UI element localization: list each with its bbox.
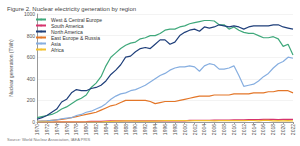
svg-text:2016: 2016 [260, 124, 266, 135]
svg-text:0: 0 [32, 119, 35, 125]
svg-text:1984: 1984 [103, 124, 109, 135]
svg-text:2002: 2002 [192, 124, 198, 135]
svg-text:400: 400 [27, 76, 36, 82]
svg-text:1982: 1982 [93, 124, 99, 135]
svg-text:1980: 1980 [83, 124, 89, 135]
svg-text:800: 800 [27, 33, 36, 39]
svg-text:600: 600 [27, 54, 36, 60]
svg-text:1992: 1992 [142, 124, 148, 135]
svg-text:1998: 1998 [172, 124, 178, 135]
svg-text:Nuclear generation (TWh): Nuclear generation (TWh) [8, 39, 14, 97]
svg-text:West & Central Europe: West & Central Europe [51, 16, 102, 23]
svg-text:2014: 2014 [251, 124, 257, 135]
svg-text:1996: 1996 [162, 124, 168, 135]
svg-text:South America: South America [51, 22, 84, 29]
svg-text:2000: 2000 [182, 124, 188, 135]
svg-text:East Europe & Russia: East Europe & Russia [51, 34, 100, 41]
svg-text:2020: 2020 [280, 124, 286, 135]
svg-text:1994: 1994 [152, 124, 158, 135]
svg-text:2008: 2008 [221, 124, 227, 135]
svg-text:2006: 2006 [211, 124, 217, 135]
svg-text:2022: 2022 [290, 124, 296, 135]
svg-text:1974: 1974 [54, 124, 60, 135]
svg-text:Figure 2. Nuclear electricity: Figure 2. Nuclear electricity generation… [7, 6, 136, 12]
svg-text:1972: 1972 [44, 124, 50, 135]
svg-text:1000: 1000 [23, 11, 35, 17]
svg-text:1976: 1976 [64, 124, 70, 135]
svg-text:1978: 1978 [73, 124, 79, 135]
svg-text:200: 200 [27, 97, 36, 103]
svg-text:1990: 1990 [132, 124, 138, 135]
svg-text:Africa: Africa [51, 47, 64, 53]
svg-text:2010: 2010 [231, 124, 237, 135]
svg-text:2018: 2018 [270, 124, 276, 135]
svg-text:Source: World Nuclear Associat: Source: World Nuclear Association, IAEA … [7, 137, 90, 142]
svg-text:2012: 2012 [241, 124, 247, 135]
svg-text:1986: 1986 [113, 124, 119, 135]
svg-text:1970: 1970 [34, 124, 40, 135]
svg-text:1988: 1988 [123, 124, 129, 135]
svg-text:Asia: Asia [51, 40, 61, 47]
svg-text:2004: 2004 [201, 124, 207, 135]
svg-text:North America: North America [51, 28, 83, 35]
